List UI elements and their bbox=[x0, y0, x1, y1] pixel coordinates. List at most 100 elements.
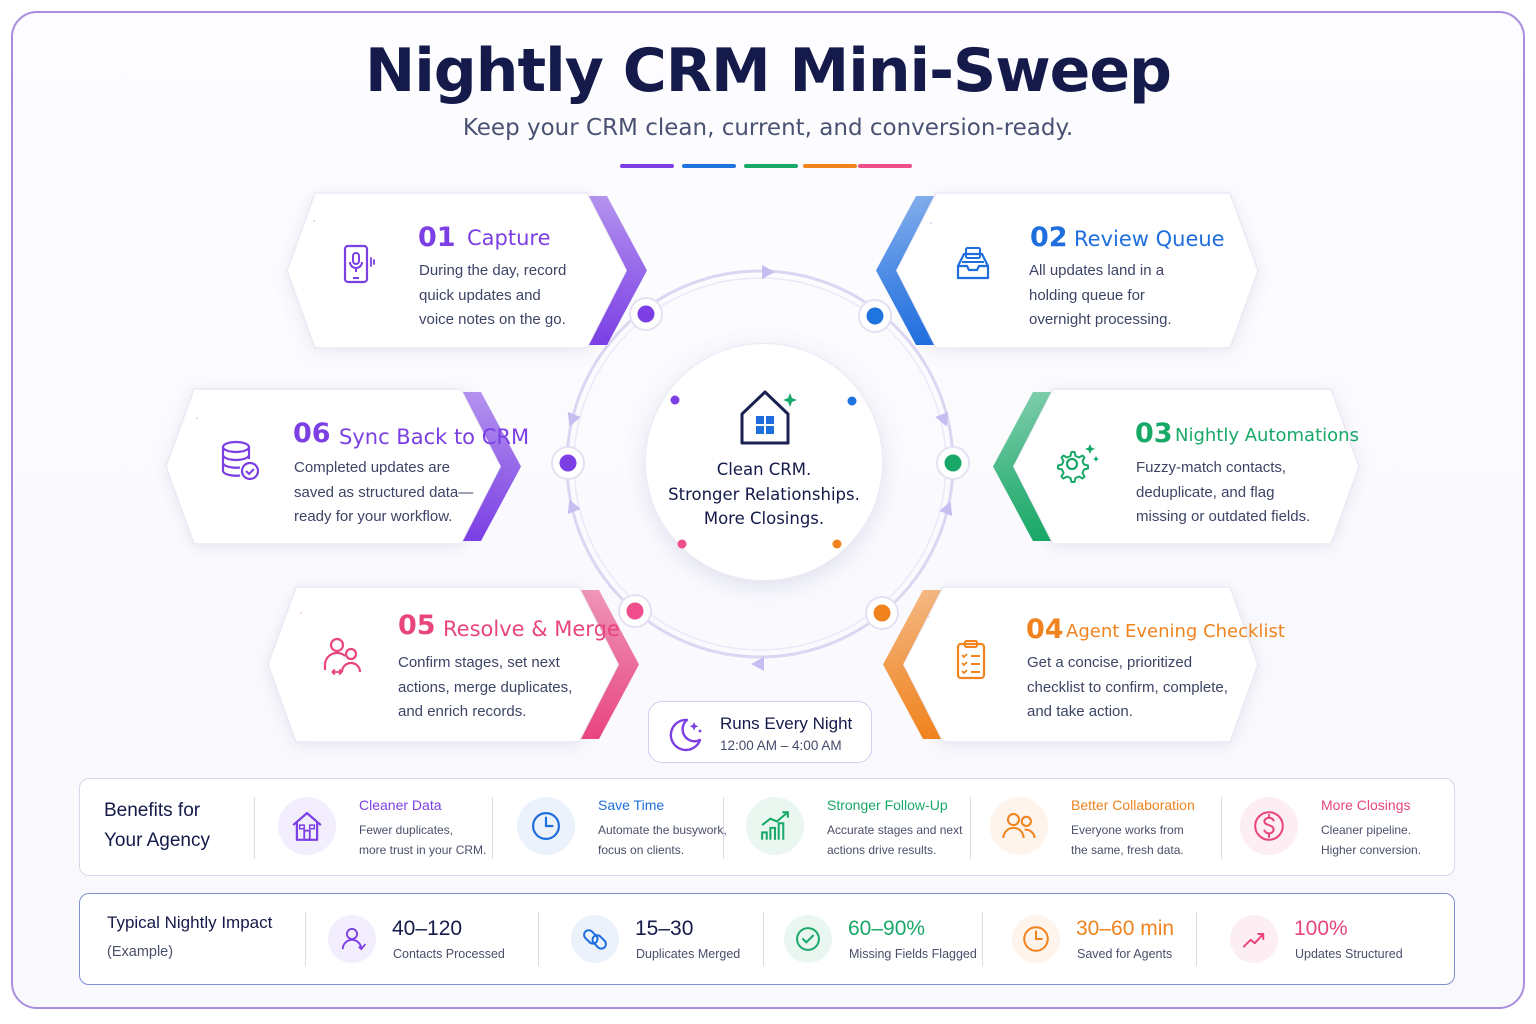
impact-separator bbox=[1196, 912, 1197, 966]
impact-heading: Typical Nightly Impact bbox=[107, 913, 273, 932]
step-description: Confirm stages, set next actions, merge d… bbox=[398, 651, 572, 725]
step-description: Fuzzy-match contacts, deduplicate, and fl… bbox=[1136, 456, 1310, 530]
step-description: Completed updates are saved as structured… bbox=[294, 456, 473, 530]
impact-panel: Typical Nightly Impact (Example) bbox=[79, 893, 1455, 985]
center-message: Clean CRM. Stronger Relationships. More … bbox=[645, 458, 883, 532]
step-title: Review Queue bbox=[1074, 227, 1225, 251]
divider-segment bbox=[803, 164, 857, 168]
impact-value: 60–90% bbox=[848, 917, 926, 940]
step-description-line: Confirm stages, set next bbox=[398, 654, 560, 671]
benefit-description-line: Higher conversion. bbox=[1321, 843, 1422, 857]
clock-icon bbox=[517, 797, 575, 855]
step-description: Get a concise, prioritized checklist to c… bbox=[1027, 651, 1228, 725]
step-card-shape bbox=[876, 192, 1259, 349]
benefit-description-line: Fewer duplicates, bbox=[359, 823, 454, 837]
benefit-description: Accurate stages and next actions drive re… bbox=[827, 820, 962, 860]
schedule-label: Runs Every Night bbox=[720, 714, 853, 733]
clock-icon bbox=[1012, 915, 1060, 963]
step-card bbox=[993, 388, 1360, 545]
step-card-shape bbox=[165, 388, 521, 545]
growth-chart-icon bbox=[746, 797, 804, 855]
benefit-description-line: Everyone works from bbox=[1071, 823, 1184, 837]
step-title: Resolve & Merge bbox=[443, 617, 620, 641]
link-icon bbox=[571, 915, 619, 963]
step-description-line: voice notes on the go. bbox=[419, 311, 566, 328]
divider-segment bbox=[682, 164, 736, 168]
schedule-badge: Runs Every Night 12:00 AM – 4:00 AM bbox=[648, 701, 872, 763]
step-title: Agent Evening Checklist bbox=[1066, 621, 1285, 642]
step-description-line: deduplicate, and flag bbox=[1136, 483, 1275, 501]
center-line: More Closings. bbox=[703, 509, 825, 528]
step-description-line: Fuzzy-match contacts, bbox=[1136, 459, 1287, 476]
impact-separator bbox=[982, 912, 983, 966]
moon-stars-icon bbox=[669, 718, 702, 752]
benefit-separator bbox=[1221, 797, 1222, 859]
step-card bbox=[267, 586, 639, 743]
benefits-panel: Benefits for Your Agency bbox=[79, 778, 1455, 876]
gear-sparkle-icon bbox=[1032, 418, 1099, 483]
impact-separator bbox=[763, 912, 764, 966]
step-number: 01 bbox=[418, 222, 456, 253]
check-circle-icon bbox=[784, 915, 832, 963]
step-number: 03 bbox=[1135, 418, 1173, 449]
step-card-shape bbox=[286, 192, 647, 349]
center-line: Stronger Relationships. bbox=[668, 484, 860, 504]
benefit-description: Everyone works from the same, fresh data. bbox=[1071, 820, 1184, 860]
step-description-line: overnight processing. bbox=[1029, 311, 1172, 328]
step-title: Capture bbox=[467, 226, 551, 250]
step-description-line: saved as structured data— bbox=[294, 483, 474, 501]
step-card-shape bbox=[883, 586, 1259, 743]
person-icon bbox=[328, 915, 376, 963]
phone-mic-icon bbox=[313, 220, 375, 284]
benefit-separator bbox=[492, 797, 493, 859]
center-line: Clean CRM. bbox=[716, 460, 812, 479]
benefit-description-line: more trust in your CRM. bbox=[359, 843, 487, 857]
schedule-time: 12:00 AM – 4:00 AM bbox=[720, 738, 842, 753]
step-title: Sync Back to CRM bbox=[339, 425, 530, 449]
divider-segment bbox=[744, 164, 798, 168]
benefit-title: More Closings bbox=[1321, 797, 1411, 813]
trend-up-icon bbox=[1230, 915, 1278, 963]
page-title: Nightly CRM Mini-Sweep bbox=[365, 36, 1172, 106]
step-description-line: holding queue for bbox=[1029, 286, 1145, 304]
divider-segment bbox=[620, 164, 674, 168]
benefit-title: Stronger Follow-Up bbox=[827, 797, 948, 813]
people-merge-icon bbox=[300, 612, 362, 676]
step-description-line: quick updates and bbox=[419, 286, 541, 304]
benefits-heading: Benefits for Your Agency bbox=[104, 800, 210, 851]
step-description-line: actions, merge duplicates, bbox=[398, 678, 573, 696]
benefit-description: Automate the busywork, focus on clients. bbox=[598, 820, 727, 860]
impact-label: Missing Fields Flagged bbox=[849, 947, 977, 961]
benefit-title: Cleaner Data bbox=[359, 797, 442, 813]
step-description: During the day, record quick updates and v… bbox=[419, 259, 566, 333]
step-description-line: ready for your workflow. bbox=[294, 508, 453, 525]
step-description-line: During the day, record bbox=[419, 262, 567, 279]
benefit-description: Cleaner pipeline. Higher conversion. bbox=[1321, 820, 1421, 860]
dollar-icon bbox=[1240, 797, 1298, 855]
clipboard-checklist-icon bbox=[928, 616, 986, 680]
impact-label: Updates Structured bbox=[1295, 947, 1403, 961]
impact-subheading: (Example) bbox=[107, 944, 174, 960]
step-card bbox=[883, 586, 1259, 743]
inbox-tray-icon bbox=[930, 222, 990, 280]
benefit-description-line: Accurate stages and next bbox=[827, 823, 963, 837]
benefit-description: Fewer duplicates, more trust in your CRM. bbox=[359, 820, 486, 860]
step-description-line: checklist to confirm, complete, bbox=[1027, 678, 1228, 696]
impact-separator bbox=[305, 912, 306, 966]
step-description-line: All updates land in a bbox=[1029, 262, 1165, 279]
impact-label: Saved for Agents bbox=[1077, 947, 1173, 961]
step-number: 06 bbox=[293, 418, 331, 449]
step-description-line: Completed updates are bbox=[294, 459, 450, 476]
divider-segment bbox=[858, 164, 912, 168]
step-description: All updates land in a holding queue for ov… bbox=[1029, 259, 1172, 333]
impact-separator bbox=[538, 912, 539, 966]
database-check-icon bbox=[196, 417, 260, 481]
impact-value: 100% bbox=[1294, 917, 1348, 940]
benefit-title: Better Collaboration bbox=[1071, 797, 1195, 813]
step-card bbox=[165, 388, 521, 545]
benefit-description-line: focus on clients. bbox=[598, 843, 685, 857]
step-number: 04 bbox=[1026, 614, 1064, 645]
benefit-description-line: actions drive results. bbox=[827, 843, 937, 857]
benefit-description-line: Cleaner pipeline. bbox=[1321, 823, 1412, 837]
impact-label: Duplicates Merged bbox=[636, 947, 741, 961]
